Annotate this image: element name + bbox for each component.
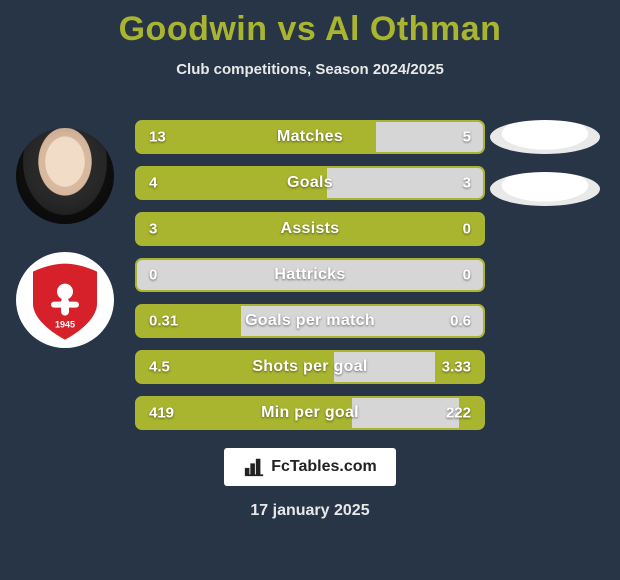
svg-text:1945: 1945 xyxy=(55,320,75,330)
bar-value-left: 4 xyxy=(149,175,157,192)
page-title: Goodwin vs Al Othman xyxy=(0,0,620,49)
bar-value-left: 419 xyxy=(149,405,174,422)
bar-row: 13 Matches 5 xyxy=(135,120,485,154)
bar-row: 4.5 Shots per goal 3.33 xyxy=(135,350,485,384)
bar-value-right: 0.6 xyxy=(450,313,471,330)
chart-icon xyxy=(243,456,265,478)
bar-row: 4 Goals 3 xyxy=(135,166,485,200)
bar-value-right: 0 xyxy=(463,221,471,238)
bar-metric-label: Min per goal xyxy=(261,404,359,422)
bar-value-right: 5 xyxy=(463,129,471,146)
brand-text: FcTables.com xyxy=(271,458,377,476)
bar-metric-label: Assists xyxy=(280,220,339,238)
bar-value-left: 0.31 xyxy=(149,313,178,330)
bar-value-right: 3.33 xyxy=(442,359,471,376)
date-text: 17 january 2025 xyxy=(250,502,369,520)
bar-value-right: 3 xyxy=(463,175,471,192)
bar-row: 3 Assists 0 xyxy=(135,212,485,246)
brand-badge: FcTables.com xyxy=(224,448,396,486)
left-side-column: 1945 xyxy=(10,128,120,348)
bar-value-right: 222 xyxy=(446,405,471,422)
opponent-blob xyxy=(490,120,600,154)
bar-metric-label: Matches xyxy=(277,128,343,146)
bar-value-left: 4.5 xyxy=(149,359,170,376)
shield-icon: 1945 xyxy=(29,262,101,342)
bar-value-left: 0 xyxy=(149,267,157,284)
player-avatar xyxy=(16,128,114,224)
right-side-column xyxy=(490,120,602,224)
bar-value-left: 13 xyxy=(149,129,166,146)
club-crest: 1945 xyxy=(16,252,114,348)
bar-metric-label: Goals xyxy=(287,174,333,192)
comparison-bars: 13 Matches 5 4 Goals 3 3 Assists 0 0 Hattricks 0 0.3… xyxy=(135,120,485,442)
bar-row: 0.31 Goals per match 0.6 xyxy=(135,304,485,338)
bar-value-right: 0 xyxy=(463,267,471,284)
opponent-blob xyxy=(490,172,600,206)
bar-metric-label: Shots per goal xyxy=(252,358,367,376)
subtitle: Club competitions, Season 2024/2025 xyxy=(0,61,620,78)
bar-row: 419 Min per goal 222 xyxy=(135,396,485,430)
bar-value-left: 3 xyxy=(149,221,157,238)
bar-row: 0 Hattricks 0 xyxy=(135,258,485,292)
bar-metric-label: Hattricks xyxy=(274,266,345,284)
bar-metric-label: Goals per match xyxy=(245,312,375,330)
